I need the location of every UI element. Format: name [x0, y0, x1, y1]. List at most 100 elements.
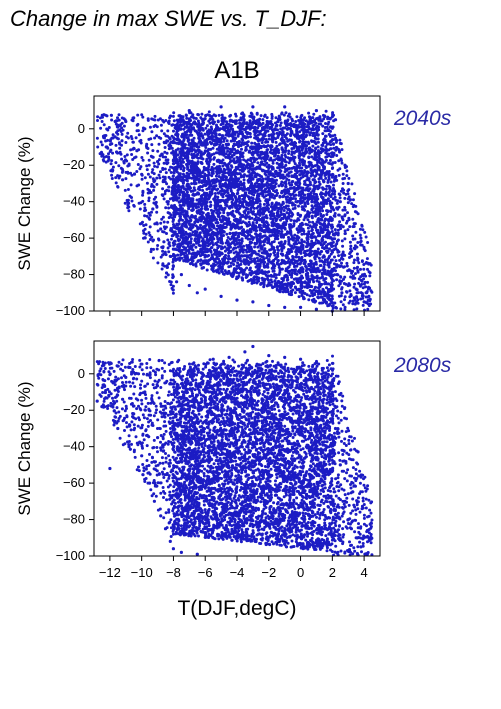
scatter-point [281, 222, 285, 226]
scatter-point [258, 167, 262, 170]
scatter-point [269, 211, 273, 215]
scatter-point [253, 260, 257, 264]
scatter-point [264, 170, 268, 173]
scatter-point [255, 236, 259, 240]
scatter-point [310, 204, 314, 208]
scatter-point [266, 262, 270, 266]
scatter-point [273, 272, 277, 276]
scatter-point [301, 140, 305, 144]
scatter-point [277, 215, 281, 219]
scatter-point [182, 213, 186, 217]
scatter-point [265, 116, 269, 120]
scatter-point [263, 247, 267, 251]
scatter-point [243, 259, 247, 263]
scatter-point [247, 202, 251, 206]
scatter-point [269, 120, 273, 123]
scatter-point [307, 177, 311, 180]
scatter-point [229, 212, 233, 216]
scatter-point [287, 161, 291, 165]
scatter-point [277, 229, 281, 233]
scatter-point [292, 190, 296, 194]
scatter-point [185, 164, 189, 168]
scatter-point [259, 178, 262, 182]
scatter-point [287, 178, 291, 182]
scatter-point [302, 162, 306, 166]
scatter-point [263, 234, 267, 238]
scatter-point [262, 157, 266, 161]
scatter-point [292, 242, 296, 246]
scatter-point [315, 158, 319, 162]
scatter-point [278, 174, 282, 178]
scatter-point [229, 186, 232, 190]
scatter-point [224, 175, 227, 179]
scatter-point [239, 183, 243, 187]
scatter-point [291, 255, 295, 258]
scatter-point [300, 166, 304, 170]
scatter-point [210, 223, 214, 227]
scatter-point [216, 270, 220, 273]
scatter-point [317, 256, 321, 260]
scatter-point [317, 180, 321, 184]
scatter-point [276, 171, 280, 175]
scatter-point [287, 152, 291, 155]
scatter-point [205, 268, 209, 272]
scatter-point [279, 240, 283, 244]
scatter-point [294, 197, 297, 201]
scatter-point [201, 152, 205, 156]
scatter-point [309, 265, 313, 269]
scatter-point [222, 119, 226, 123]
scatter-point [255, 256, 259, 260]
scatter-point [308, 220, 311, 224]
scatter-point [224, 178, 228, 182]
scatter-point [323, 263, 326, 266]
scatter-point [248, 253, 252, 257]
scatter-point [320, 273, 324, 276]
scatter-point [210, 121, 214, 124]
scatter-point [219, 223, 222, 227]
scatter-point [254, 271, 258, 275]
scatter-point [197, 148, 201, 152]
scatter-point [244, 262, 247, 266]
scatter-point [212, 152, 216, 156]
scatter-point [266, 226, 270, 230]
scatter-point [222, 256, 226, 260]
scatter-point [305, 276, 309, 279]
scatter-point [274, 257, 277, 261]
scatter-point [247, 180, 251, 184]
scatter-point [201, 157, 205, 161]
scatter-point [284, 133, 288, 137]
scatter-point [288, 209, 292, 213]
scatter-point [220, 235, 224, 238]
scatter-point [284, 222, 288, 226]
scatter-point [246, 207, 250, 211]
scatter-point [219, 241, 223, 245]
scatter-point [265, 148, 269, 152]
scatter-point [324, 134, 328, 138]
scatter-point [314, 236, 318, 239]
scatter-point [224, 241, 228, 245]
scatter-point [245, 266, 249, 270]
scatter-point [306, 130, 310, 134]
scatter-point [254, 242, 257, 246]
scatter-point [258, 264, 262, 268]
scatter-point [208, 242, 212, 245]
scatter-point [259, 129, 262, 133]
scatter-point [284, 111, 288, 115]
scatter-point [299, 268, 303, 272]
scatter-point [245, 223, 249, 227]
scatter-point [256, 161, 260, 165]
scatter-point [226, 257, 230, 261]
scatter-point [233, 233, 237, 237]
scatter-point [236, 255, 240, 259]
scatter-point [281, 217, 285, 221]
scatter-point [212, 156, 216, 160]
scatter-point [300, 195, 303, 199]
scatter-point [191, 214, 195, 218]
scatter-point [240, 186, 244, 190]
scatter-point [253, 136, 257, 140]
scatter-point [197, 192, 201, 196]
scatter-point [292, 277, 296, 281]
scatter-point [193, 221, 197, 225]
scatter-point [303, 143, 307, 147]
